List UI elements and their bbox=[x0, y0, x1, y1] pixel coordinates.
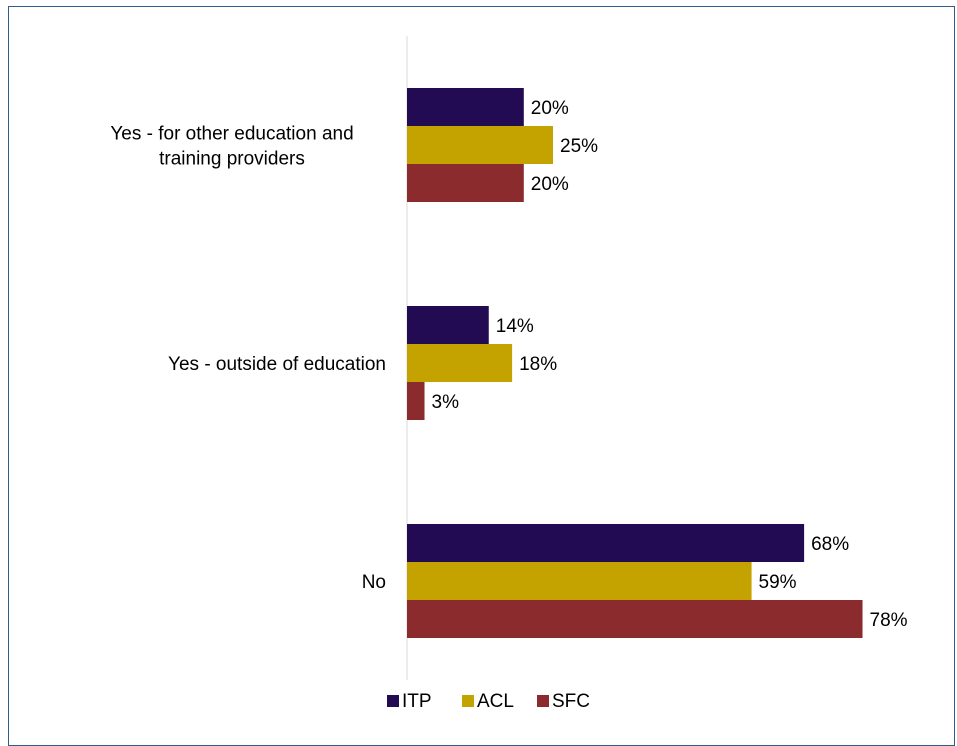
bar-sfc-2 bbox=[407, 600, 863, 638]
legend-label-acl: ACL bbox=[477, 691, 514, 712]
value-label-acl-1: 18% bbox=[519, 354, 557, 375]
category-labels-group: Yes - for other education and training pr… bbox=[110, 124, 386, 594]
legend-swatch-acl bbox=[462, 695, 474, 707]
bars-group bbox=[407, 88, 863, 638]
category-label-1: Yes - outside of education bbox=[168, 354, 386, 375]
legend-label-itp: ITP bbox=[402, 691, 432, 712]
legend-swatch-itp bbox=[387, 695, 399, 707]
bar-itp-1 bbox=[407, 306, 489, 344]
category-label-line: Yes - outside of education bbox=[168, 354, 386, 375]
legend: ITP ACL SFC bbox=[387, 691, 590, 712]
bar-sfc-0 bbox=[407, 164, 524, 202]
category-label-line: training providers bbox=[159, 149, 305, 170]
legend-swatch-sfc bbox=[537, 695, 549, 707]
value-label-acl-2: 59% bbox=[759, 572, 797, 593]
bar-acl-1 bbox=[407, 344, 513, 382]
value-label-sfc-1: 3% bbox=[432, 392, 460, 413]
bar-sfc-1 bbox=[407, 382, 425, 420]
category-label-2: No bbox=[362, 572, 386, 593]
value-label-sfc-2: 78% bbox=[870, 610, 908, 631]
category-label-line: Yes - for other education and bbox=[110, 124, 353, 145]
value-label-itp-2: 68% bbox=[811, 534, 849, 555]
category-label-line: No bbox=[362, 572, 386, 593]
bar-itp-0 bbox=[407, 88, 524, 126]
value-label-itp-1: 14% bbox=[496, 316, 534, 337]
bar-acl-2 bbox=[407, 562, 752, 600]
bar-itp-2 bbox=[407, 524, 805, 562]
category-label-0: Yes - for other education and training pr… bbox=[110, 124, 353, 170]
value-label-acl-0: 25% bbox=[560, 136, 598, 157]
value-label-itp-0: 20% bbox=[531, 98, 569, 119]
legend-label-sfc: SFC bbox=[552, 691, 590, 712]
value-labels-group: 20% 25% 20% 14% 18% 3% 68% 59% 78% bbox=[432, 98, 908, 631]
value-label-sfc-0: 20% bbox=[531, 174, 569, 195]
bar-acl-0 bbox=[407, 126, 553, 164]
